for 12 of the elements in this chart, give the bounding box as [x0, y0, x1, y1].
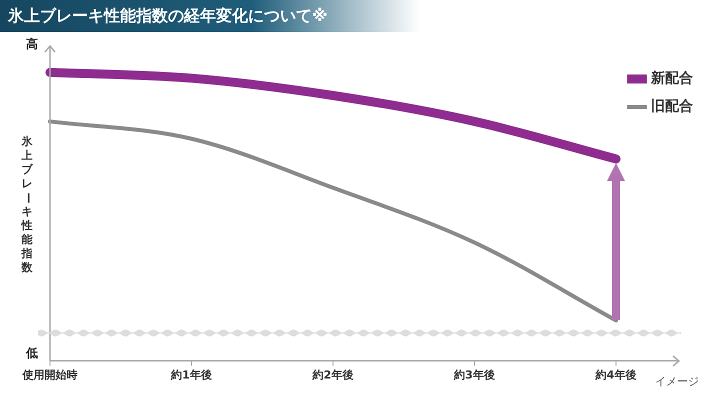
x-tick-label: 使用開始時 [22, 368, 78, 382]
chart-title: 氷上ブレーキ性能指数の経年変化について※ [8, 6, 328, 27]
legend-label: 旧配合 [651, 98, 693, 115]
x-tick-label: 約3年後 [453, 368, 495, 382]
x-tick-label: 約1年後 [170, 368, 212, 382]
text: イメージ [655, 374, 699, 389]
text: 氷上ブレーキ性能指数 [21, 135, 34, 274]
text: 高 [26, 36, 38, 53]
x-tick-label: 約4年後 [594, 368, 636, 382]
legend-label: 新配合 [650, 70, 693, 87]
x-tick-label: 約2年後 [312, 368, 354, 382]
text: 低 [26, 344, 38, 362]
